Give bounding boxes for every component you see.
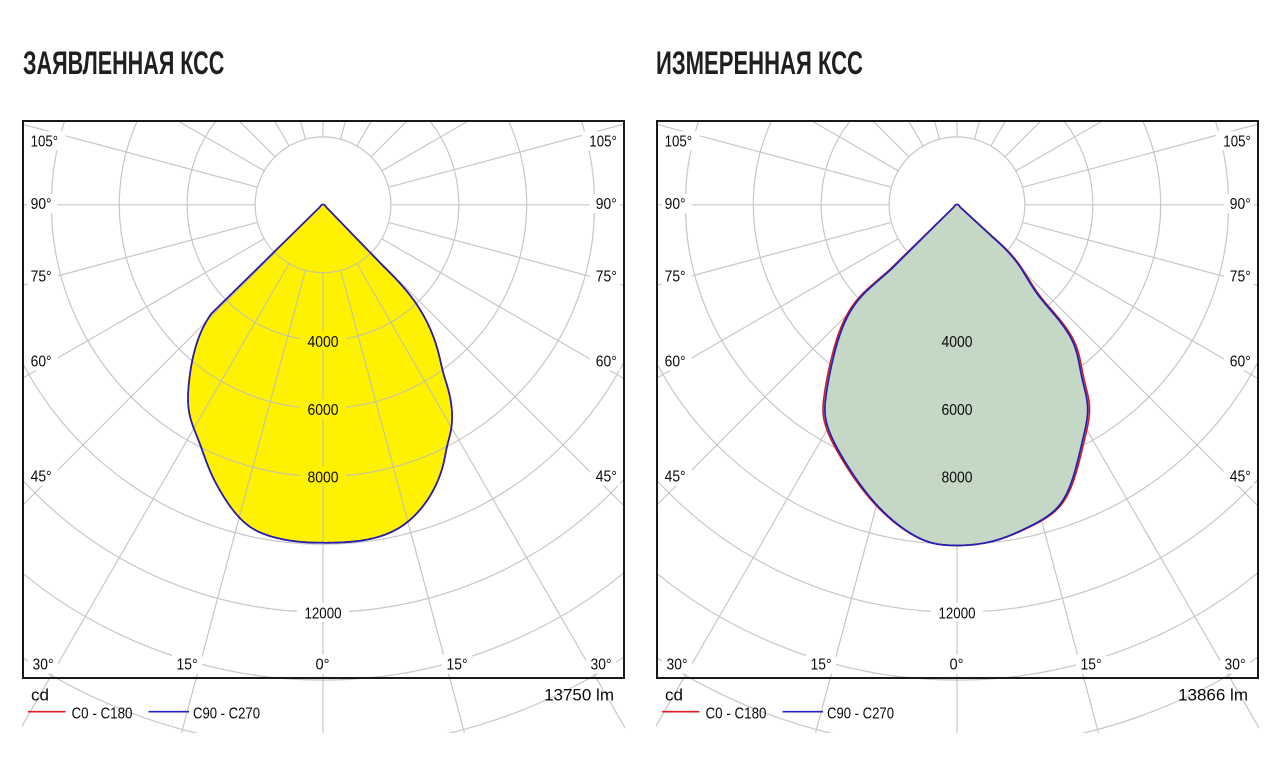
svg-text:0°: 0° — [949, 657, 963, 674]
svg-text:90°: 90° — [1229, 196, 1250, 213]
svg-text:15°: 15° — [810, 657, 831, 674]
svg-text:8000: 8000 — [308, 470, 339, 487]
svg-text:4000: 4000 — [941, 334, 972, 351]
svg-text:6000: 6000 — [308, 402, 339, 419]
svg-text:75°: 75° — [1229, 269, 1250, 286]
svg-text:15°: 15° — [177, 657, 198, 674]
svg-text:15°: 15° — [1080, 657, 1101, 674]
svg-text:0°: 0° — [316, 657, 330, 674]
svg-text:30°: 30° — [33, 657, 54, 674]
svg-text:45°: 45° — [596, 469, 617, 486]
svg-text:60°: 60° — [596, 354, 617, 371]
svg-text:60°: 60° — [1229, 354, 1250, 371]
svg-text:75°: 75° — [596, 269, 617, 286]
svg-text:30°: 30° — [1224, 657, 1245, 674]
svg-text:105°: 105° — [1223, 133, 1251, 150]
svg-text:15°: 15° — [447, 657, 468, 674]
svg-text:45°: 45° — [1229, 469, 1250, 486]
svg-text:13866 lm: 13866 lm — [1178, 686, 1248, 705]
svg-text:C0 - C180: C0 - C180 — [72, 706, 133, 723]
svg-text:60°: 60° — [664, 354, 685, 371]
svg-text:C90 - C270: C90 - C270 — [827, 706, 894, 723]
svg-text:4000: 4000 — [308, 334, 339, 351]
svg-text:C90 - C270: C90 - C270 — [193, 706, 260, 723]
svg-text:45°: 45° — [31, 469, 52, 486]
svg-text:12000: 12000 — [938, 606, 975, 623]
svg-text:C0 - C180: C0 - C180 — [705, 706, 766, 723]
svg-text:90°: 90° — [596, 196, 617, 213]
svg-text:13750 lm: 13750 lm — [544, 686, 614, 705]
svg-text:105°: 105° — [31, 133, 58, 150]
svg-text:cd: cd — [31, 686, 49, 705]
svg-text:30°: 30° — [666, 657, 687, 674]
svg-text:105°: 105° — [589, 133, 617, 150]
svg-text:cd: cd — [665, 686, 683, 705]
svg-text:90°: 90° — [31, 196, 52, 213]
svg-text:60°: 60° — [31, 354, 52, 371]
svg-text:75°: 75° — [31, 269, 52, 286]
svg-text:75°: 75° — [664, 269, 685, 286]
svg-text:30°: 30° — [591, 657, 612, 674]
svg-text:6000: 6000 — [941, 402, 972, 419]
svg-text:8000: 8000 — [941, 470, 972, 487]
svg-text:12000: 12000 — [305, 606, 342, 623]
svg-text:90°: 90° — [664, 196, 685, 213]
svg-text:45°: 45° — [664, 469, 685, 486]
svg-text:105°: 105° — [664, 133, 692, 150]
